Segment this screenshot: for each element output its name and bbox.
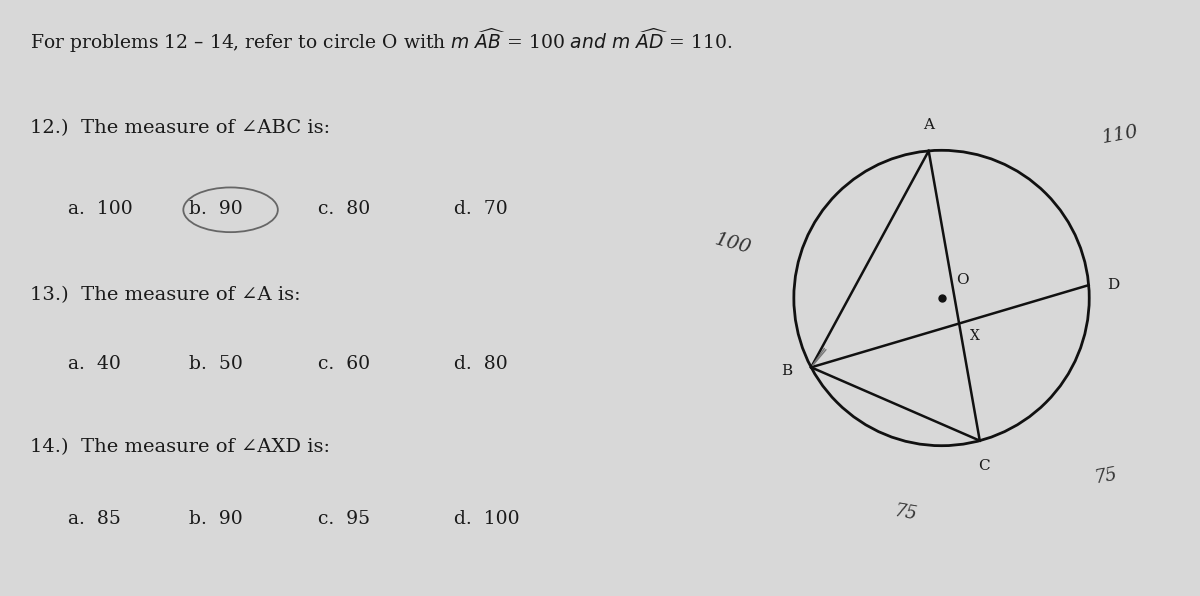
Text: d.  100: d. 100 — [454, 510, 520, 527]
Text: C: C — [978, 459, 989, 473]
Text: 110: 110 — [1100, 123, 1140, 147]
Text: a.  85: a. 85 — [68, 510, 121, 527]
Text: 100: 100 — [713, 231, 754, 257]
Text: 12.)  The measure of ∠ABC is:: 12.) The measure of ∠ABC is: — [30, 119, 330, 137]
Text: b.  90: b. 90 — [190, 510, 242, 527]
Text: O: O — [956, 273, 968, 287]
Text: 14.)  The measure of ∠AXD is:: 14.) The measure of ∠AXD is: — [30, 438, 330, 456]
Text: c.  80: c. 80 — [318, 200, 370, 218]
Text: A: A — [923, 119, 934, 132]
Text: b.  90: b. 90 — [190, 200, 242, 218]
Text: c.  60: c. 60 — [318, 355, 370, 372]
Text: c.  95: c. 95 — [318, 510, 370, 527]
Text: a.  40: a. 40 — [68, 355, 121, 372]
Text: a.  100: a. 100 — [68, 200, 133, 218]
Text: d.  70: d. 70 — [454, 200, 508, 218]
Text: For problems 12 – 14, refer to circle O with $m$ $\widehat{AB}$ = 100 $\mathit{a: For problems 12 – 14, refer to circle O … — [30, 27, 732, 55]
Text: B: B — [781, 364, 793, 378]
Text: 75: 75 — [894, 502, 919, 523]
Text: 75: 75 — [1093, 465, 1118, 486]
Text: X: X — [970, 329, 980, 343]
Text: b.  50: b. 50 — [190, 355, 242, 372]
Text: d.  80: d. 80 — [454, 355, 508, 372]
Text: 13.)  The measure of ∠A is:: 13.) The measure of ∠A is: — [30, 286, 301, 304]
Text: D: D — [1108, 278, 1120, 292]
